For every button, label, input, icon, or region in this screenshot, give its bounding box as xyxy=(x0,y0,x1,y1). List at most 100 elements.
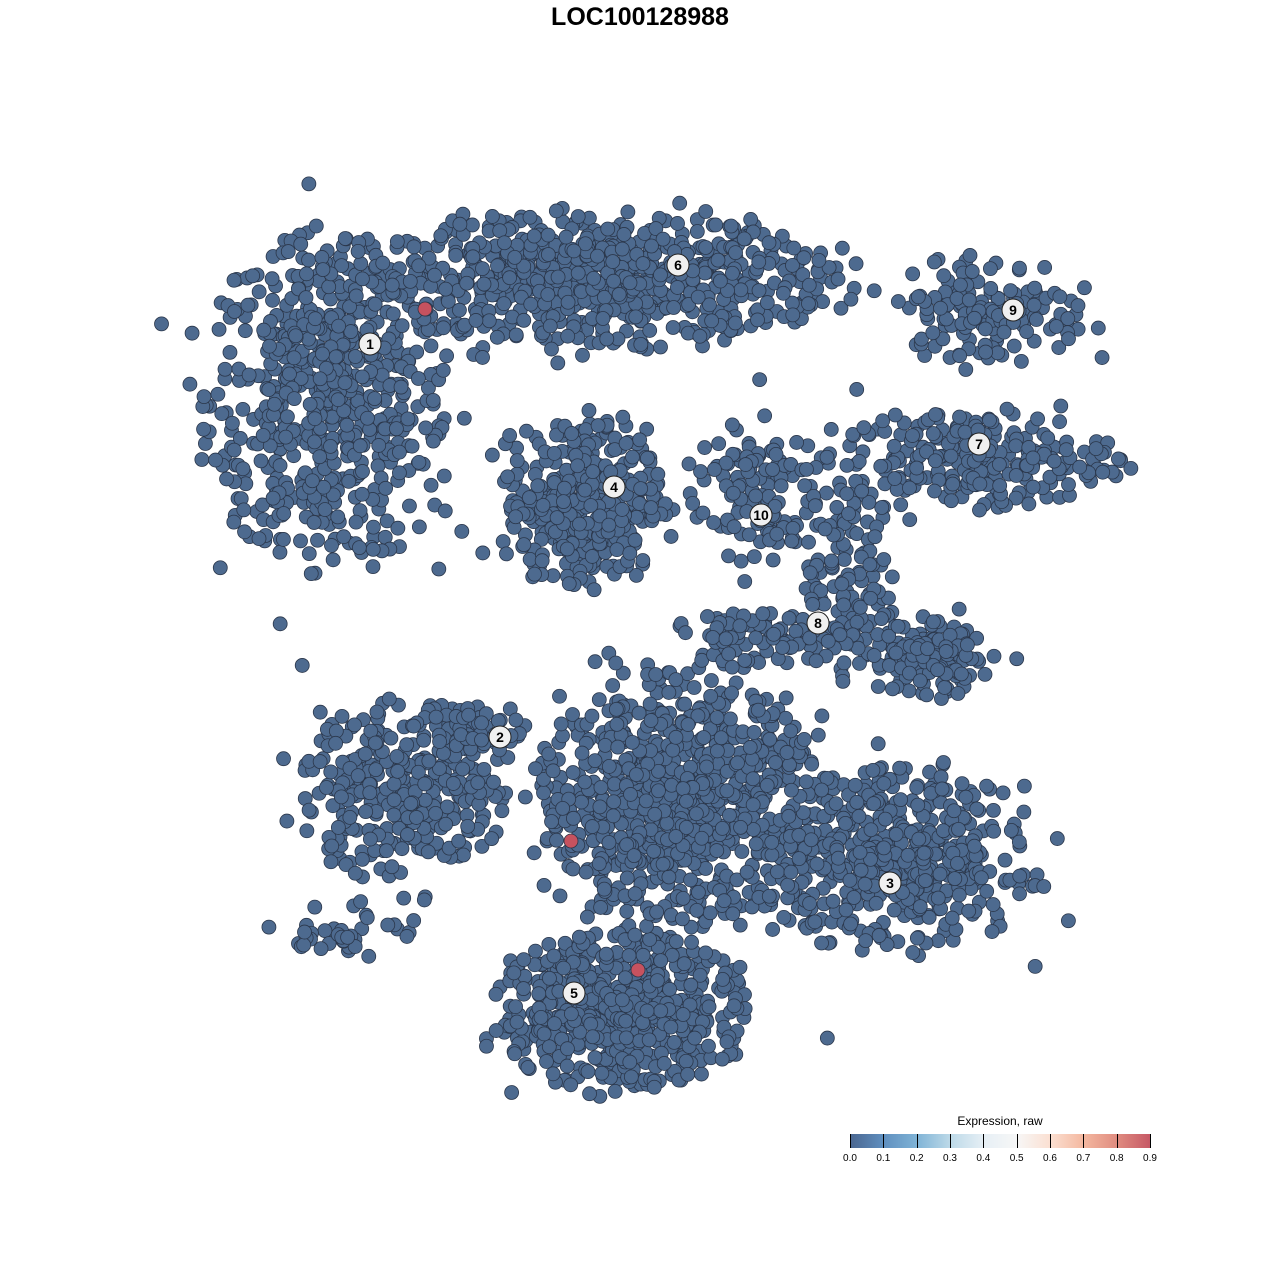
data-point xyxy=(871,928,887,943)
data-point xyxy=(355,464,370,479)
data-point xyxy=(587,753,603,769)
data-point xyxy=(286,350,302,366)
data-point xyxy=(641,1032,657,1048)
data-point xyxy=(819,485,834,501)
data-point xyxy=(366,519,381,535)
data-point xyxy=(1088,441,1104,457)
data-point xyxy=(546,948,562,964)
data-point xyxy=(307,411,323,427)
data-point xyxy=(984,924,1000,939)
data-point xyxy=(559,1058,575,1074)
data-point xyxy=(626,848,642,864)
data-point xyxy=(881,658,897,673)
data-point xyxy=(686,680,702,695)
data-point xyxy=(496,296,512,312)
data-point xyxy=(873,458,889,474)
data-point xyxy=(713,730,729,746)
data-point xyxy=(773,478,789,494)
data-point xyxy=(905,945,921,960)
data-point xyxy=(725,906,741,922)
data-point xyxy=(702,297,717,313)
data-point xyxy=(947,871,963,887)
data-point xyxy=(769,864,785,880)
data-point xyxy=(304,473,320,489)
data-point xyxy=(560,1041,575,1057)
data-point xyxy=(331,318,346,334)
data-point xyxy=(347,865,363,881)
data-point xyxy=(807,498,823,514)
data-point xyxy=(875,413,891,429)
data-point xyxy=(570,265,586,281)
data-point xyxy=(799,461,814,477)
data-point xyxy=(328,735,344,751)
data-point xyxy=(438,816,454,832)
data-point xyxy=(666,300,682,315)
data-point xyxy=(227,304,242,319)
data-point xyxy=(655,231,671,247)
data-point xyxy=(927,483,942,499)
data-point xyxy=(354,851,370,867)
data-point xyxy=(394,318,410,333)
data-point xyxy=(714,821,730,836)
data-point xyxy=(902,480,917,496)
data-point xyxy=(517,789,533,805)
data-point xyxy=(196,421,211,437)
data-point xyxy=(484,447,500,463)
data-point xyxy=(761,235,777,251)
data-point xyxy=(425,393,441,408)
data-point xyxy=(969,801,985,817)
data-point xyxy=(236,502,252,518)
data-point xyxy=(912,673,928,689)
data-point xyxy=(902,512,918,528)
data-point xyxy=(705,630,721,645)
data-point xyxy=(730,755,745,771)
data-point xyxy=(649,973,665,989)
data-point xyxy=(620,204,636,220)
data-point xyxy=(307,434,322,450)
data-point xyxy=(596,881,612,897)
data-point xyxy=(605,808,621,824)
data-point xyxy=(719,783,735,799)
data-point xyxy=(539,1054,554,1069)
data-point xyxy=(464,217,480,233)
data-point xyxy=(804,756,820,772)
data-point xyxy=(618,1030,634,1046)
data-point xyxy=(633,337,649,352)
data-point xyxy=(526,228,542,244)
data-point xyxy=(835,673,851,689)
data-point xyxy=(702,905,718,921)
data-point xyxy=(830,271,846,287)
data-point xyxy=(755,606,771,622)
data-point xyxy=(546,445,562,461)
data-point xyxy=(951,601,967,617)
data-point xyxy=(796,250,812,266)
data-point xyxy=(194,452,210,467)
data-point xyxy=(386,792,402,808)
data-point xyxy=(694,1066,709,1082)
data-point xyxy=(892,760,908,776)
data-point xyxy=(945,476,961,492)
data-point xyxy=(531,986,547,1002)
data-point xyxy=(708,217,724,233)
data-point xyxy=(666,1034,682,1050)
data-point xyxy=(992,478,1008,494)
data-point xyxy=(925,614,941,630)
data-point xyxy=(301,252,316,268)
data-point xyxy=(909,460,925,476)
data-point xyxy=(789,435,804,450)
data-point xyxy=(863,590,879,606)
data-point xyxy=(1090,320,1106,336)
data-point xyxy=(642,696,658,712)
data-point xyxy=(352,438,368,454)
data-point xyxy=(885,681,900,697)
data-point xyxy=(678,1053,694,1069)
data-point xyxy=(328,349,344,365)
data-point xyxy=(266,396,282,412)
data-point xyxy=(452,216,468,232)
data-point xyxy=(766,626,782,642)
data-point xyxy=(1051,340,1067,355)
data-point xyxy=(807,914,823,930)
data-point xyxy=(791,827,807,843)
data-point xyxy=(709,743,725,759)
